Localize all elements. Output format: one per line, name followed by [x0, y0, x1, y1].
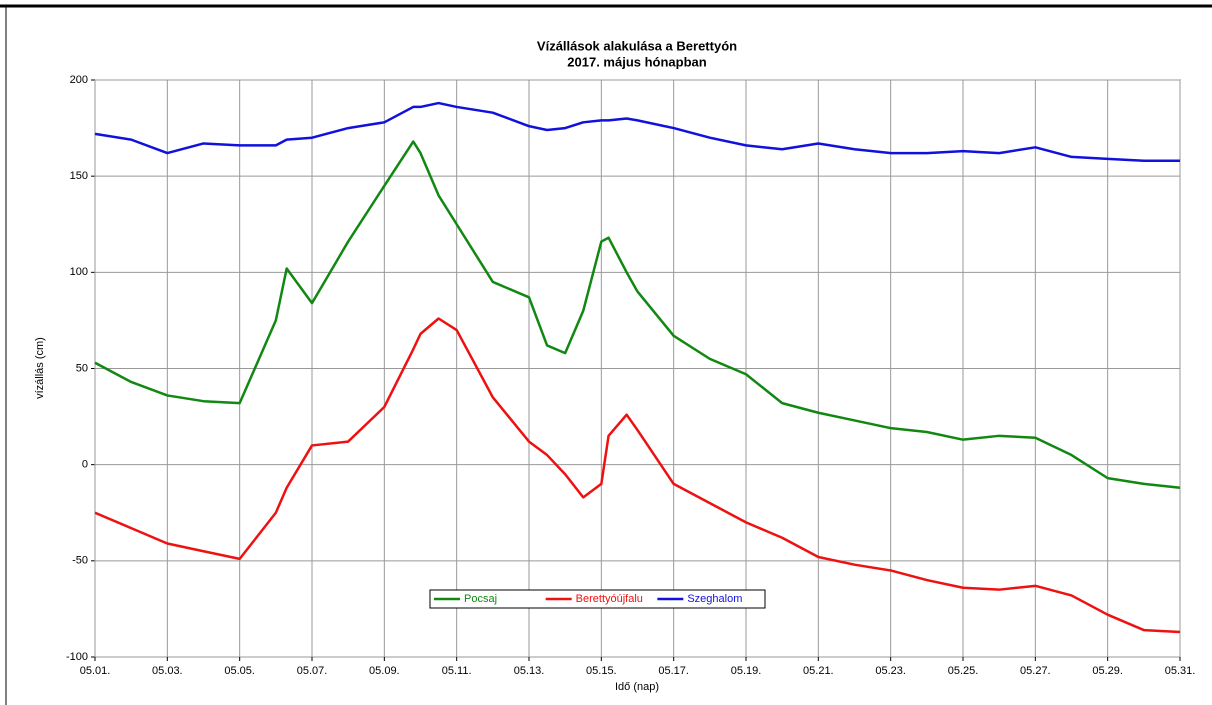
- series-line: [94, 140, 1181, 489]
- legend-box: [429, 589, 766, 609]
- legend-label: Pocsaj: [464, 593, 497, 605]
- x-axis-label: Idő (nap): [615, 681, 659, 693]
- series-line: [94, 317, 1181, 634]
- y-tick-label: -50: [72, 555, 88, 567]
- legend-label: Berettyóújfalu: [576, 593, 643, 605]
- y-axis-label: vízállás (cm): [34, 337, 46, 399]
- y-tick-label: 0: [82, 459, 88, 471]
- x-tick-label: 05.11.: [442, 665, 472, 677]
- x-tick-label: 05.23.: [875, 665, 906, 677]
- x-tick-label: 05.15.: [586, 665, 617, 677]
- x-tick-label: 05.29.: [1092, 665, 1123, 677]
- chart-title: Vízállások alakulása a Berettyón: [537, 38, 737, 53]
- chart-subtitle: 2017. május hónapban: [567, 54, 706, 69]
- x-tick-label: 05.25.: [948, 665, 979, 677]
- y-tick-label: -100: [66, 651, 88, 663]
- x-tick-label: 05.27.: [1020, 665, 1051, 677]
- x-tick-label: 05.31.: [1165, 665, 1196, 677]
- y-tick-label: 150: [70, 170, 88, 182]
- x-tick-label: 05.19.: [731, 665, 762, 677]
- x-tick-label: 05.05.: [224, 665, 255, 677]
- x-tick-label: 05.09.: [369, 665, 400, 677]
- x-tick-label: 05.21.: [803, 665, 834, 677]
- legend-label: Szeghalom: [687, 593, 742, 605]
- x-tick-label: 05.01.: [80, 665, 111, 677]
- x-tick-label: 05.03.: [152, 665, 183, 677]
- y-tick-label: 50: [76, 362, 88, 374]
- y-tick-label: 100: [70, 266, 88, 278]
- x-tick-label: 05.17.: [658, 665, 689, 677]
- x-tick-label: 05.13.: [514, 665, 545, 677]
- series-line: [94, 101, 1180, 163]
- y-tick-label: 200: [70, 74, 88, 86]
- x-tick-label: 05.07.: [297, 665, 328, 677]
